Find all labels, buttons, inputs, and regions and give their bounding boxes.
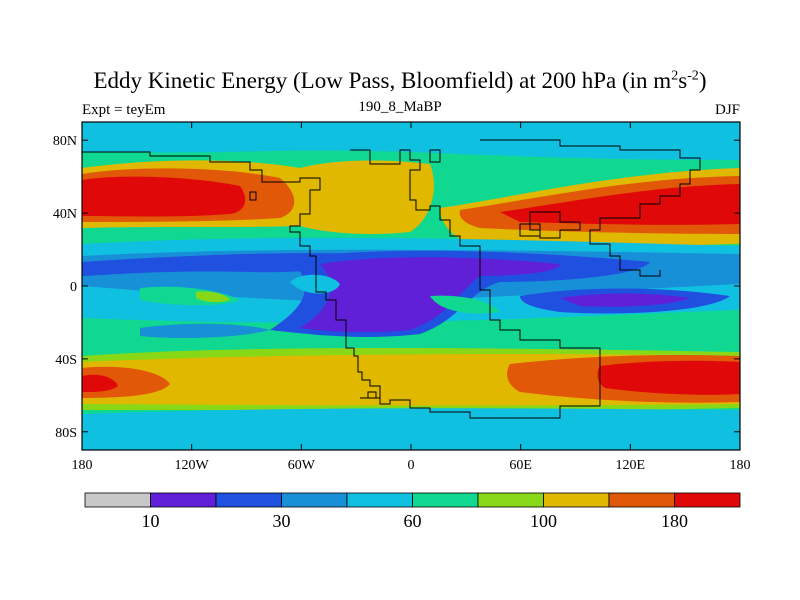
title-units: s [678,68,688,93]
title-text: Eddy Kinetic Energy (Low Pass, Bloomfiel… [93,68,672,93]
y-tick-label: 40S [55,353,77,368]
colorbar-swatch [412,492,479,508]
title-superscript-2: -2 [687,68,699,84]
island-outline-3 [367,391,377,399]
x-tick-label: 120E [616,458,646,473]
inland-sea-outline [529,211,581,239]
band-central-purple [300,257,560,333]
title-superscript-1: 2 [671,68,679,84]
band-north-polar-cyan [82,122,740,160]
x-tick-label: 60W [288,458,316,473]
y-axis: 80N 40N 0 40S 80S [53,134,740,441]
title-close: ) [698,68,707,93]
center-subtitle: 190_8_MaBP [358,99,442,115]
continent-outlines [82,139,701,419]
americas-west-coast [82,151,381,398]
x-axis: 180 120W 60W 0 60E 120E 180 [72,122,751,473]
band-south-atlantic-red [82,374,118,392]
x-tick-label: 0 [408,458,415,473]
colorbar-swatch [346,492,413,508]
band-south-polar-cyan [82,408,740,450]
patch-lime [196,291,230,303]
colorbar-swatch [543,492,610,508]
y-tick-label: 80S [55,426,77,441]
x-tick-label: 60E [509,458,532,473]
colorbar-swatch [281,492,348,508]
band-south-indian-red [597,360,740,395]
chart-title: Eddy Kinetic Energy (Low Pass, Bloomfiel… [0,68,800,94]
season-label: DJF [714,102,740,118]
old-world-west-coast [350,149,601,354]
colorbar-label: 30 [273,511,291,531]
antarctic-outline [360,354,601,419]
colorbar-label: 100 [530,511,557,531]
x-tick-label: 180 [72,458,93,473]
colorbar-swatch [608,492,675,508]
patch-green-2 [430,295,500,314]
y-tick-label: 0 [70,280,77,295]
experiment-label: Expt = teyEm [82,102,166,118]
x-tick-label: 180 [730,458,751,473]
colorbar-label: 60 [404,511,422,531]
colorbar-label: 180 [661,511,688,531]
band-north-atlantic-red [82,176,246,217]
colorbar-swatch [150,492,217,508]
y-tick-label: 80N [53,134,77,149]
patch-cyan-island [290,274,340,294]
patch-south-lightblue [140,323,270,338]
colorbar-swatch [215,492,282,508]
contour-field [82,122,740,450]
lake-outline [519,223,541,237]
y-tick-label: 40N [53,207,77,222]
colorbar-swatch [477,492,544,508]
island-outline-1 [429,149,441,163]
x-tick-label: 120W [175,458,210,473]
colorbar-label: 10 [142,511,160,531]
band-europe-yellow [300,160,434,234]
colorbar-swatch [674,492,741,508]
island-outline-2 [249,191,257,201]
colorbar-swatch [84,492,151,508]
colorbar: 10 30 60 100 180 [84,492,741,531]
asia-east-coast [480,139,701,277]
band-indian-purple [560,293,690,307]
